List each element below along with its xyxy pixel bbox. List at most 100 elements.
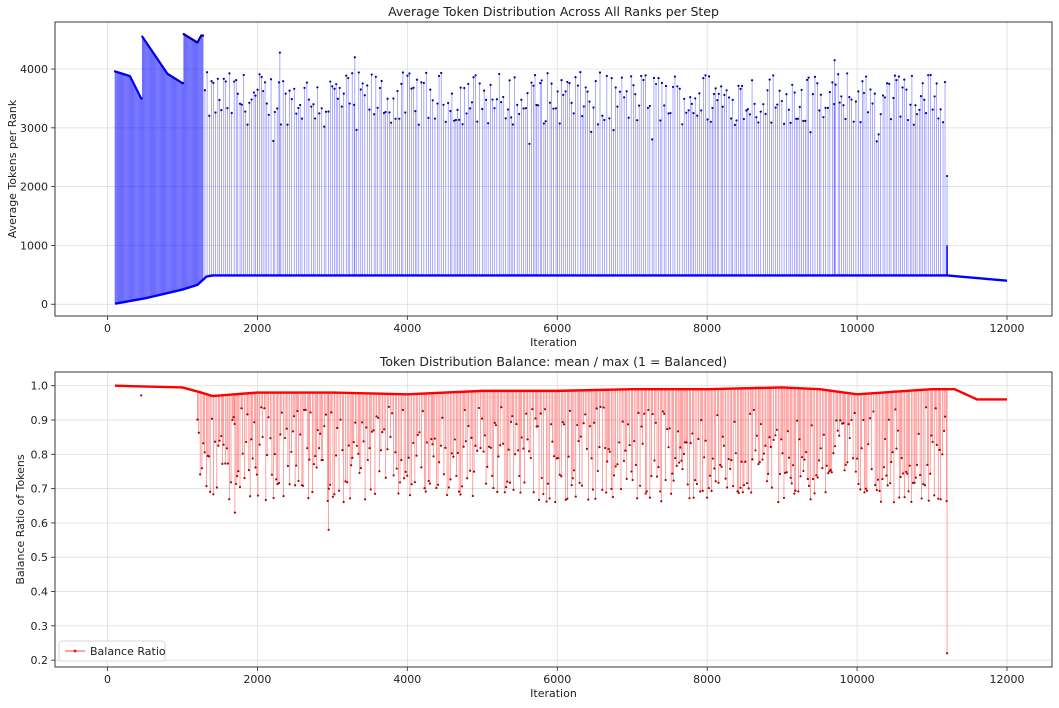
data-point [245,440,248,444]
data-point [384,476,387,479]
data-point [577,439,580,443]
data-point [643,412,646,415]
y-tick-label: 0.4 [31,586,49,599]
data-point [224,80,227,83]
data-point [567,455,570,458]
data-point [789,476,792,479]
data-point [687,109,690,112]
data-point [862,91,866,95]
data-point [474,444,477,447]
data-point [442,103,445,106]
data-point [914,104,917,107]
data-point [616,463,619,466]
data-point [498,72,501,76]
data-point [754,449,757,452]
data-point [432,455,435,458]
data-point [425,71,428,74]
data-point [752,408,756,412]
data-point [412,86,415,89]
data-point [637,411,640,414]
data-point [285,427,288,430]
data-point [493,107,496,110]
data-point [920,497,923,500]
data-point [574,495,577,498]
data-point [506,108,510,111]
data-point [723,93,726,96]
data-point [283,436,287,440]
data-point [689,96,692,99]
data-point [751,458,754,461]
data-point [702,77,705,80]
data-point [796,117,799,120]
data-point [351,456,354,459]
data-point [887,418,890,421]
data-point [444,446,447,449]
data-point [805,78,809,81]
data-point [447,486,450,489]
data-point [514,453,517,456]
data-point [727,96,731,99]
data-point [678,461,681,464]
data-point [587,498,590,501]
data-point [480,417,484,420]
data-point [755,434,759,437]
data-point [815,474,818,477]
data-point [799,475,802,478]
data-point [748,113,751,116]
data-point [857,90,860,93]
data-point [579,70,582,74]
data-point [832,452,835,455]
data-point [714,87,717,90]
data-point [864,75,868,78]
token-distribution-chart: 0 2000 4000 6000 8000 10000 12000 0 1000 2000 3000… [6,4,1053,349]
data-point [277,481,281,485]
data-point [690,102,694,105]
data-point [280,411,283,414]
data-point [529,456,532,460]
data-point [850,418,853,422]
data-point [291,430,295,433]
data-point [588,100,591,103]
data-point [750,79,754,82]
data-point [851,457,855,460]
data-point [510,420,513,423]
data-point [478,82,481,85]
data-point [910,74,914,78]
data-point [610,77,613,80]
data-point [296,409,299,413]
data-point [767,472,770,475]
data-point [640,74,643,78]
data-point [774,106,777,109]
series-1 [114,384,1008,655]
data-point [678,87,681,90]
data-point [762,452,766,455]
baseline-line [114,274,1008,305]
data-point [945,174,949,178]
data-point [430,438,433,441]
data-point [608,117,611,120]
data-point [903,78,906,81]
data-point [899,115,902,118]
data-point [378,86,382,90]
data-point [226,106,229,110]
data-point [522,107,525,110]
data-point [410,87,413,90]
x-tick-label: 6000 [543,322,571,335]
data-point [856,457,859,460]
data-point [272,139,275,143]
data-point [761,458,764,461]
data-point [870,468,873,471]
data-point [804,119,807,123]
data-point [246,413,249,416]
data-point [586,90,589,93]
data-point [793,492,796,495]
data-point [846,72,849,75]
data-point [284,92,287,95]
y-axis-label: Balance Ratio of Tokens [14,454,27,585]
data-point [653,459,656,462]
data-point [618,441,621,444]
data-point [811,93,814,96]
data-point [240,407,243,410]
data-point [402,477,406,480]
data-point [427,479,430,483]
